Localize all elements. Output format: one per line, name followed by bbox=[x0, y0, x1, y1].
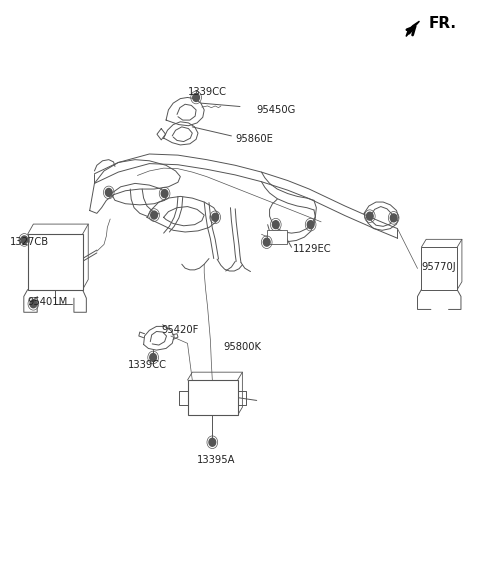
Circle shape bbox=[30, 300, 36, 308]
Circle shape bbox=[390, 214, 397, 222]
FancyBboxPatch shape bbox=[188, 380, 238, 415]
Circle shape bbox=[21, 236, 28, 244]
Circle shape bbox=[161, 190, 168, 198]
FancyBboxPatch shape bbox=[267, 229, 287, 244]
Circle shape bbox=[150, 353, 156, 361]
FancyBboxPatch shape bbox=[421, 247, 457, 290]
Circle shape bbox=[307, 221, 314, 228]
Circle shape bbox=[273, 221, 279, 228]
Text: 1339CC: 1339CC bbox=[188, 87, 227, 97]
Text: 1339CC: 1339CC bbox=[128, 360, 167, 370]
Text: 95770J: 95770J bbox=[421, 262, 456, 272]
Text: FR.: FR. bbox=[429, 15, 456, 31]
Circle shape bbox=[106, 189, 112, 197]
Text: 95860E: 95860E bbox=[235, 134, 273, 144]
Text: 1327CB: 1327CB bbox=[10, 237, 49, 247]
Circle shape bbox=[264, 238, 270, 246]
Text: 95450G: 95450G bbox=[257, 105, 296, 115]
Polygon shape bbox=[406, 21, 420, 36]
FancyBboxPatch shape bbox=[28, 234, 83, 290]
Circle shape bbox=[366, 212, 373, 220]
Text: 95420F: 95420F bbox=[161, 325, 199, 335]
Text: 1129EC: 1129EC bbox=[292, 244, 331, 254]
Text: 13395A: 13395A bbox=[197, 456, 236, 465]
Text: 95800K: 95800K bbox=[223, 343, 261, 352]
Text: 95401M: 95401M bbox=[28, 297, 68, 307]
Circle shape bbox=[151, 211, 157, 219]
Circle shape bbox=[209, 438, 216, 446]
Circle shape bbox=[193, 94, 199, 102]
Circle shape bbox=[212, 214, 218, 222]
